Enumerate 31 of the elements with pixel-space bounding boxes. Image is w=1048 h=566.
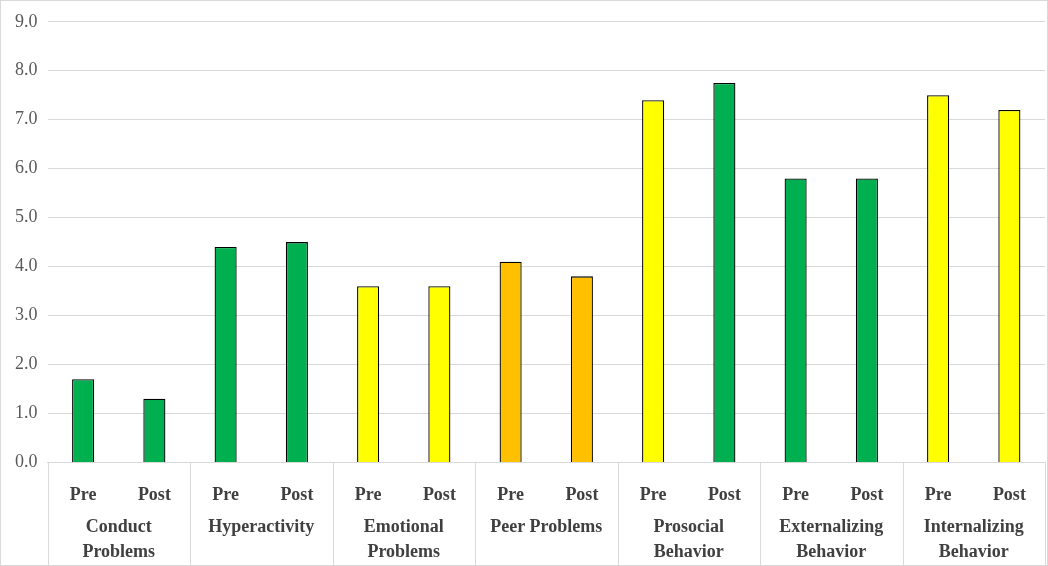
y-tick-label: 3.0 [15,304,38,325]
x-tick-label: Post [707,483,741,504]
text: Hyperactivity [208,516,315,537]
x-tick-label: Pre [497,483,524,504]
y-tick-label: 4.0 [15,255,38,276]
y-tick-label: 9.0 [15,10,38,31]
x-tick-label: Pre [212,483,239,504]
y-tick-label: 8.0 [15,59,38,80]
x-tick-label: Post [565,483,599,504]
y-tick-label: 5.0 [15,206,38,227]
text: Internalizing Behavior [923,516,1024,562]
x-tick-label: Post [850,483,884,504]
x-tick-label: Pre [924,483,952,504]
text: Prosocial Behavior [653,516,725,562]
y-tick-label: 1.0 [15,402,38,423]
x-tick-label: Pre [639,483,667,504]
x-tick-label: Post [137,483,171,504]
y-tick-label: 6.0 [15,157,38,178]
x-tick-label: Post [422,483,456,504]
y-tick-label: 0.0 [15,451,38,472]
y-tick-label: 7.0 [15,108,38,129]
x-tick-label: Pre [782,483,809,504]
text: Peer Problems [490,516,603,537]
y-tick-label: 2.0 [15,353,38,374]
x-tick-label: Post [280,483,314,504]
x-tick-label: Post [992,483,1026,504]
text: Emotional Problems [363,516,444,562]
x-tick-label: Pre [354,483,382,504]
text: Externalizing Behavior [779,516,884,562]
x-tick-label: Pre [69,483,97,504]
text: Conduct Problems [82,516,156,562]
